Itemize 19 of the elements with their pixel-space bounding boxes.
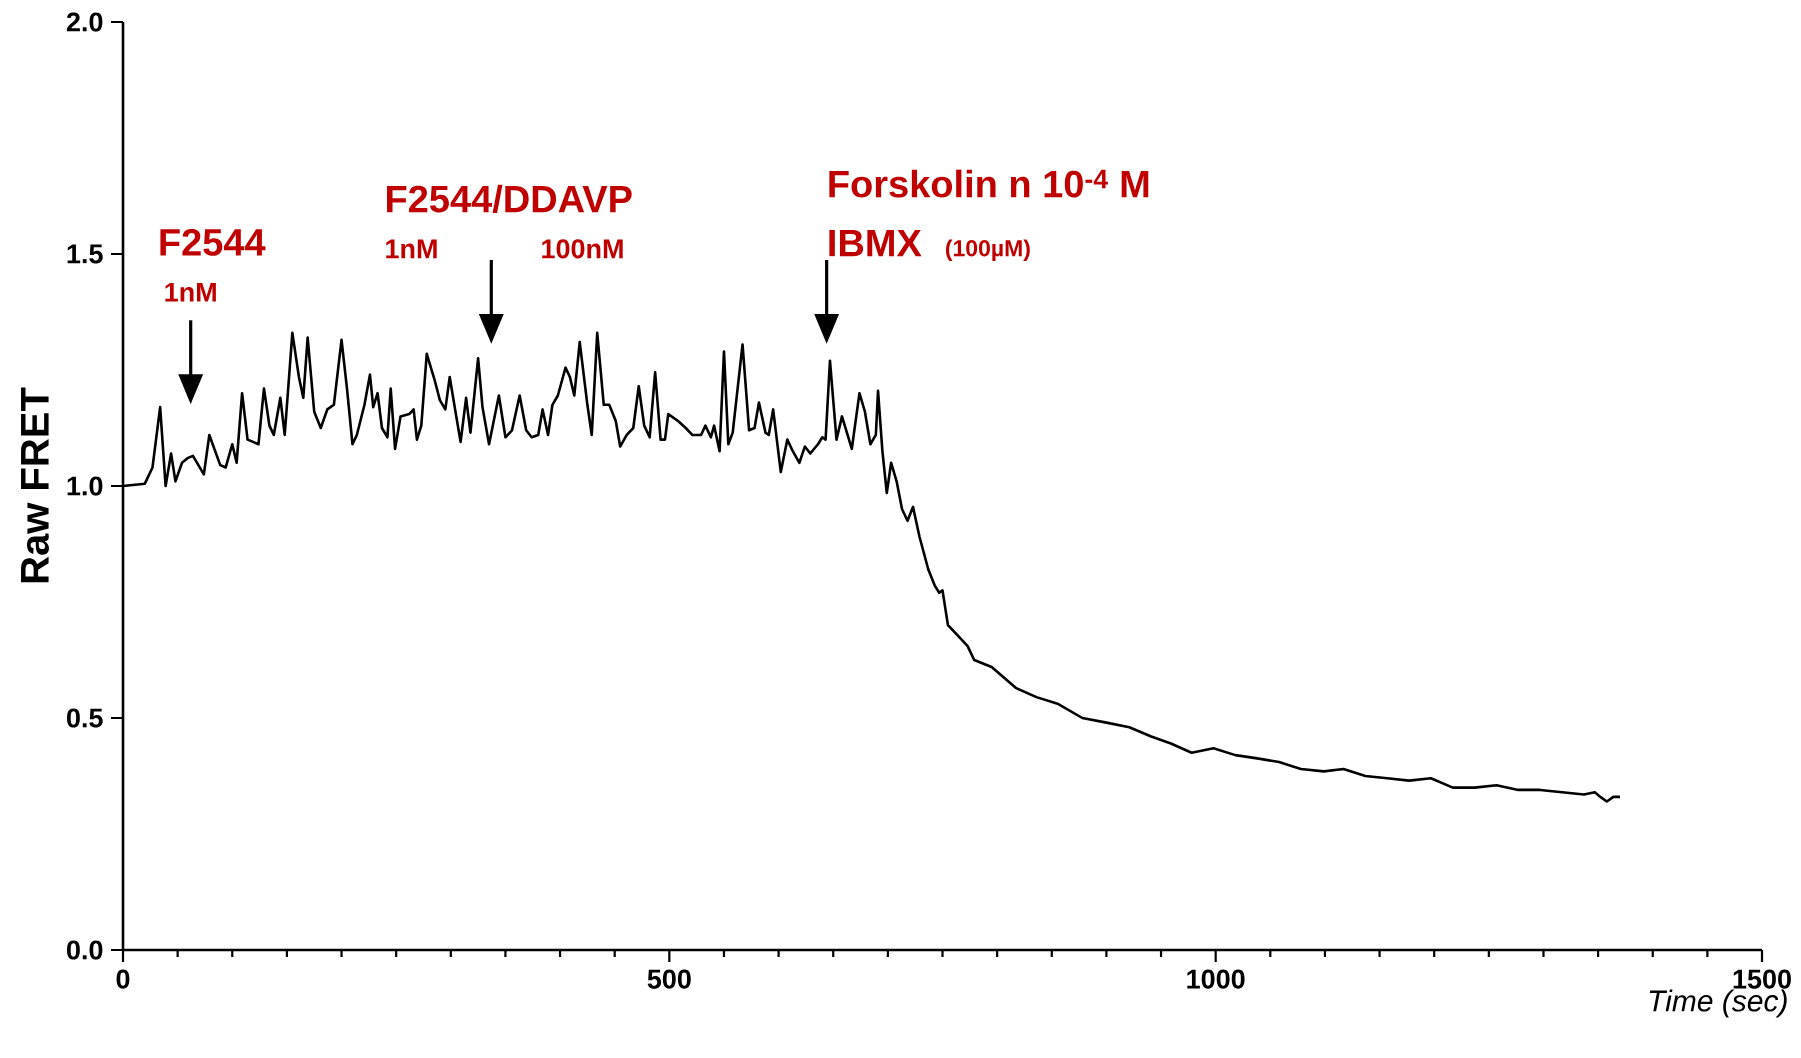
y-tick-label: 2.0 <box>66 12 103 32</box>
annotation: 100nM <box>542 239 623 259</box>
y-axis-title: Raw FRET <box>21 387 49 583</box>
annotation: Forskolin n 10$^{-4}$ M <box>829 169 1149 198</box>
y-tick-label: 1.0 <box>67 476 103 496</box>
x-tick-label: 1000 <box>1187 969 1245 989</box>
annotation: 1nM <box>165 282 216 302</box>
x-axis-title: Time (sec) <box>1649 989 1787 1018</box>
annotation: F2544 <box>160 228 266 256</box>
x-tick-label: 500 <box>647 969 691 989</box>
y-tick-label: 1.5 <box>67 244 103 264</box>
annotation: IBMX <box>829 230 922 257</box>
annotation: (100µM) <box>945 239 1030 261</box>
x-tick-label: 0 <box>116 969 130 989</box>
y-tick-label: 0.0 <box>67 940 103 960</box>
annotation: 1nM <box>386 239 437 259</box>
y-tick-label: 0.5 <box>67 708 103 728</box>
annotation: F2544/DDAVP <box>387 184 632 213</box>
x-tick-label: 1500 <box>1733 969 1791 989</box>
